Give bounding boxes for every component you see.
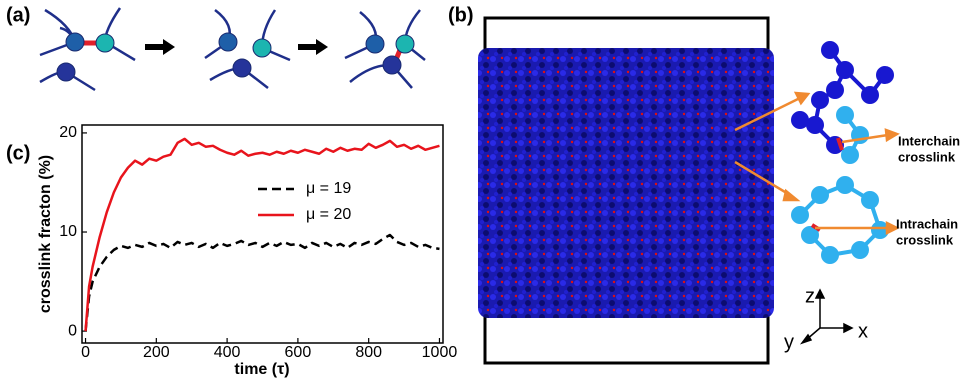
- plot-frame: [81, 124, 444, 344]
- axis-letter: x: [858, 320, 868, 342]
- axes-triad: [799, 288, 854, 345]
- series-line: [84, 233, 440, 332]
- legend-label: μ = 19: [306, 180, 351, 197]
- chain-cluster: [791, 41, 894, 154]
- x-tick-label: 400: [214, 344, 241, 361]
- annotation: Interchain: [898, 133, 960, 148]
- y-tick-label: 0: [68, 322, 77, 339]
- axis-letter: y: [784, 331, 794, 353]
- x-tick-label: 0: [81, 344, 90, 361]
- panel-label: (c): [6, 142, 30, 164]
- y-axis-label: crosslink fracton (%): [37, 155, 54, 313]
- panel-label: (a): [6, 4, 30, 26]
- chart: time (τ) crosslink fracton (%) 0 200 400 60…: [37, 124, 457, 378]
- panel-label: (b): [448, 4, 474, 26]
- pointer-arrow: [734, 91, 900, 236]
- arrow: [145, 39, 328, 55]
- x-tick-label: 600: [285, 344, 312, 361]
- x-tick-label: 200: [143, 344, 170, 361]
- x-tick-label: 800: [355, 344, 382, 361]
- polymer-melt: [478, 48, 774, 318]
- annotation: crosslink: [896, 232, 954, 247]
- x-tick-label: 1000: [422, 344, 458, 361]
- y-tick-label: 20: [59, 124, 77, 141]
- chain-cluster: [791, 106, 889, 264]
- legend-label: μ = 20: [306, 206, 351, 223]
- annotation: Intrachain: [896, 216, 958, 231]
- annotation: crosslink: [898, 149, 956, 164]
- x-axis-label: time (τ): [234, 361, 289, 378]
- y-tick-label: 10: [59, 223, 77, 240]
- series-line: [84, 137, 440, 332]
- beads: [56, 32, 415, 82]
- axis-letter: z: [805, 285, 815, 307]
